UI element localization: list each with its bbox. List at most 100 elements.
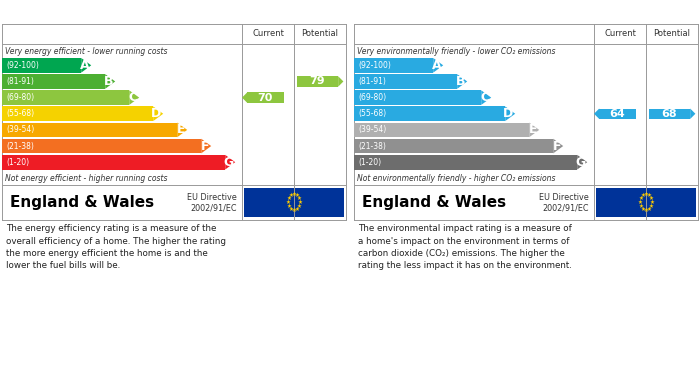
Text: England & Wales: England & Wales <box>10 195 154 210</box>
Polygon shape <box>81 58 91 73</box>
Text: Very environmentally friendly - lower CO₂ emissions: Very environmentally friendly - lower CO… <box>357 47 556 56</box>
FancyBboxPatch shape <box>2 90 130 105</box>
Text: ★: ★ <box>646 207 651 212</box>
Text: (39-54): (39-54) <box>6 126 34 135</box>
Polygon shape <box>105 74 116 89</box>
Text: ★: ★ <box>292 208 296 213</box>
Text: E: E <box>528 124 537 136</box>
FancyBboxPatch shape <box>2 139 201 153</box>
Polygon shape <box>433 58 443 73</box>
Polygon shape <box>338 76 344 87</box>
Polygon shape <box>578 155 587 170</box>
Text: D: D <box>151 107 161 120</box>
FancyBboxPatch shape <box>2 58 81 73</box>
FancyBboxPatch shape <box>354 122 529 137</box>
Text: (39-54): (39-54) <box>358 126 386 135</box>
FancyBboxPatch shape <box>2 106 153 121</box>
Text: Not energy efficient - higher running costs: Not energy efficient - higher running co… <box>5 174 167 183</box>
Text: Potential: Potential <box>654 29 690 38</box>
Text: (21-38): (21-38) <box>358 142 386 151</box>
Text: D: D <box>503 107 513 120</box>
Text: ★: ★ <box>286 196 291 201</box>
Text: ★: ★ <box>648 196 653 201</box>
Text: Energy Efficiency Rating: Energy Efficiency Rating <box>8 7 171 20</box>
Text: The energy efficiency rating is a measure of the
overall efficiency of a home. T: The energy efficiency rating is a measur… <box>6 224 226 271</box>
FancyBboxPatch shape <box>297 76 338 87</box>
Text: B: B <box>456 75 466 88</box>
Text: 70: 70 <box>258 93 273 102</box>
Text: EU Directive
2002/91/EC: EU Directive 2002/91/EC <box>539 193 589 212</box>
Text: C: C <box>480 91 489 104</box>
Text: ★: ★ <box>292 192 296 197</box>
Text: Potential: Potential <box>302 29 339 38</box>
Polygon shape <box>505 106 515 121</box>
Text: ★: ★ <box>295 193 300 198</box>
FancyBboxPatch shape <box>354 58 433 73</box>
Text: 68: 68 <box>662 109 677 119</box>
Text: ★: ★ <box>646 193 651 198</box>
FancyBboxPatch shape <box>596 188 696 217</box>
Text: ★: ★ <box>295 207 300 212</box>
Text: ★: ★ <box>288 193 293 198</box>
Polygon shape <box>594 109 599 119</box>
Text: ★: ★ <box>638 196 643 201</box>
Polygon shape <box>481 90 491 105</box>
Text: ★: ★ <box>649 200 654 205</box>
Text: A: A <box>432 59 441 72</box>
Text: B: B <box>104 75 113 88</box>
Text: (1-20): (1-20) <box>358 158 381 167</box>
Text: C: C <box>128 91 137 104</box>
Text: Current: Current <box>604 29 636 38</box>
Polygon shape <box>690 109 695 119</box>
Polygon shape <box>457 74 467 89</box>
Text: ★: ★ <box>297 204 302 209</box>
Polygon shape <box>177 122 187 137</box>
Text: ★: ★ <box>288 207 293 212</box>
Text: ★: ★ <box>297 196 302 201</box>
Text: ★: ★ <box>638 200 643 205</box>
Polygon shape <box>153 106 163 121</box>
Text: (55-68): (55-68) <box>6 109 34 118</box>
Text: G: G <box>223 156 233 169</box>
Polygon shape <box>201 139 211 153</box>
Polygon shape <box>225 155 235 170</box>
Polygon shape <box>529 122 539 137</box>
Text: (69-80): (69-80) <box>358 93 386 102</box>
FancyBboxPatch shape <box>354 139 553 153</box>
Text: (69-80): (69-80) <box>6 93 34 102</box>
Text: ★: ★ <box>298 200 302 205</box>
Text: ★: ★ <box>286 200 290 205</box>
Polygon shape <box>130 90 139 105</box>
Text: ★: ★ <box>638 204 643 209</box>
Text: (21-38): (21-38) <box>6 142 34 151</box>
FancyBboxPatch shape <box>247 92 284 103</box>
Text: Current: Current <box>252 29 284 38</box>
Text: E: E <box>176 124 186 136</box>
FancyBboxPatch shape <box>649 109 690 119</box>
Text: F: F <box>201 140 209 152</box>
Text: Not environmentally friendly - higher CO₂ emissions: Not environmentally friendly - higher CO… <box>357 174 556 183</box>
Text: (92-100): (92-100) <box>358 61 391 70</box>
Text: EU Directive
2002/91/EC: EU Directive 2002/91/EC <box>188 193 237 212</box>
Text: Environmental Impact (CO₂) Rating: Environmental Impact (CO₂) Rating <box>360 7 592 20</box>
FancyBboxPatch shape <box>354 106 505 121</box>
Polygon shape <box>553 139 564 153</box>
Text: ★: ★ <box>643 192 648 197</box>
FancyBboxPatch shape <box>2 155 225 170</box>
Text: Very energy efficient - lower running costs: Very energy efficient - lower running co… <box>5 47 167 56</box>
FancyBboxPatch shape <box>244 188 344 217</box>
FancyBboxPatch shape <box>599 109 636 119</box>
FancyBboxPatch shape <box>354 155 578 170</box>
Text: ★: ★ <box>286 204 291 209</box>
FancyBboxPatch shape <box>2 122 177 137</box>
Text: 79: 79 <box>309 77 326 86</box>
Text: (1-20): (1-20) <box>6 158 29 167</box>
Polygon shape <box>242 92 247 103</box>
Text: ★: ★ <box>648 204 653 209</box>
Text: ★: ★ <box>640 193 645 198</box>
FancyBboxPatch shape <box>354 74 457 89</box>
Text: (92-100): (92-100) <box>6 61 39 70</box>
Text: ★: ★ <box>643 208 648 213</box>
Text: A: A <box>80 59 89 72</box>
Text: (81-91): (81-91) <box>6 77 34 86</box>
